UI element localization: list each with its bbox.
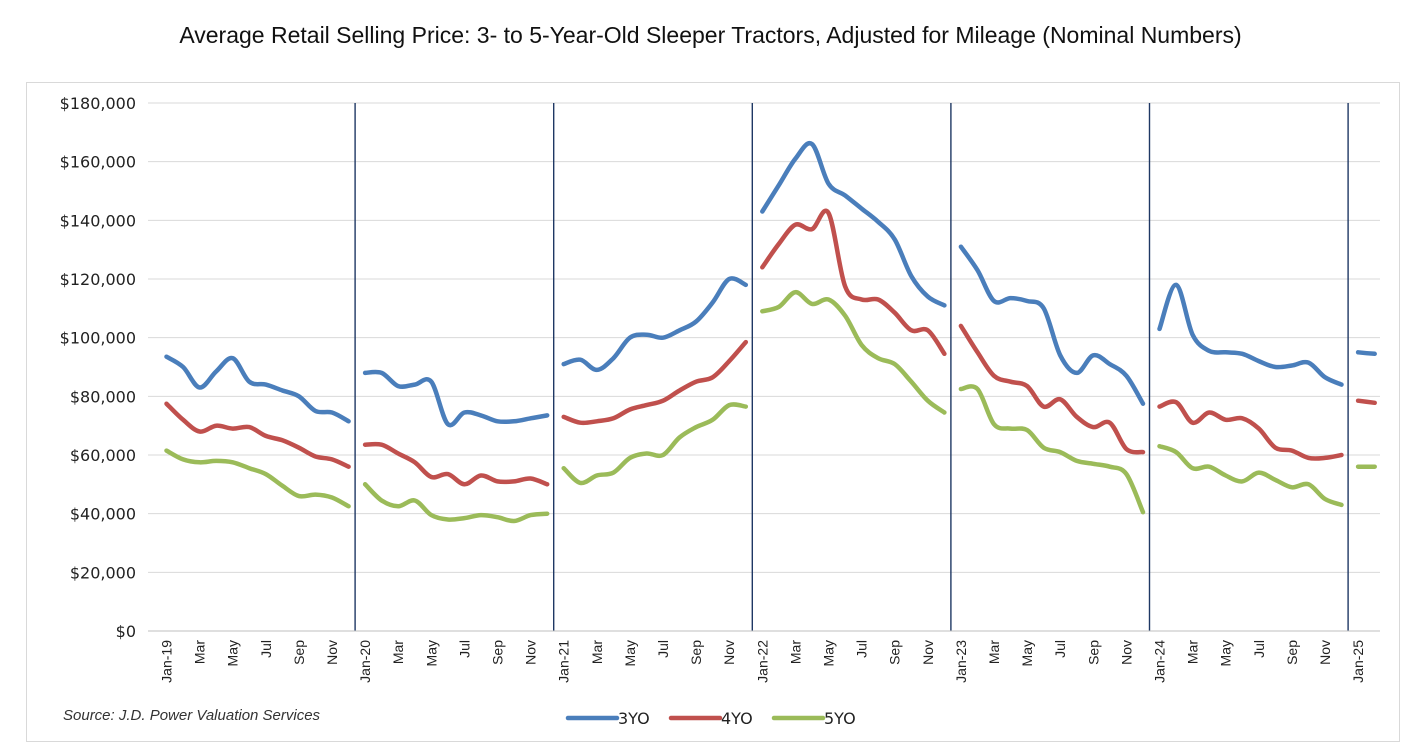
legend-label-4yo: 4YO	[721, 709, 753, 728]
chart-frame	[26, 82, 1400, 742]
series-line-4yo	[561, 339, 749, 426]
series-line-4yo	[958, 323, 1146, 455]
series-line-3yo	[1355, 350, 1377, 357]
year-separators	[354, 103, 1349, 631]
series-line-3yo	[164, 354, 351, 424]
x-tick-label: Sep	[490, 640, 506, 665]
x-tick-label: Nov	[523, 640, 539, 665]
x-tick-label: May	[225, 640, 241, 666]
y-tick-label: $60,000	[70, 446, 136, 465]
y-tick-label: $40,000	[70, 505, 136, 524]
x-tick-label: Jan-23	[953, 640, 969, 683]
legend: 3YO 4YO 5YO	[565, 709, 856, 728]
gridlines	[148, 102, 1380, 632]
series-line-4yo	[164, 401, 351, 469]
y-tick-label: $180,000	[60, 94, 136, 113]
x-tick-label: Sep	[291, 640, 307, 665]
x-tick-label: Jul	[1052, 640, 1068, 658]
x-tick-label: Jan-22	[754, 640, 770, 683]
series-line-4yo	[1157, 399, 1344, 461]
series-line-3yo	[1157, 282, 1344, 387]
x-tick-label: Mar	[1185, 640, 1201, 664]
series-line-4yo	[1355, 398, 1377, 406]
x-tick-label: Jan-21	[556, 640, 572, 683]
source-note: Source: J.D. Power Valuation Services	[63, 707, 321, 724]
x-tick-label: Sep	[1085, 640, 1101, 665]
x-tick-label: Mar	[589, 640, 605, 664]
series-line-4yo	[362, 441, 550, 487]
legend-label-3yo: 3YO	[618, 709, 650, 728]
y-tick-label: $140,000	[60, 211, 136, 230]
legend-label-5yo: 5YO	[824, 709, 856, 728]
series-line-5yo	[164, 448, 351, 509]
x-tick-label: May	[1218, 640, 1234, 666]
series-lines	[164, 141, 1377, 524]
series-line-3yo	[958, 244, 1146, 406]
y-axis-ticks: $0 $20,000 $40,000 $60,000 $80,000 $100,000 $1…	[60, 94, 136, 641]
x-tick-label: Nov	[920, 640, 936, 665]
x-tick-label: Mar	[787, 640, 803, 664]
x-tick-label: May	[423, 640, 439, 666]
x-tick-label: May	[821, 640, 837, 666]
x-tick-label: Mar	[390, 640, 406, 664]
y-tick-label: $120,000	[60, 270, 136, 289]
x-tick-label: Nov	[721, 640, 737, 665]
series-line-5yo	[362, 482, 550, 524]
x-axis-ticks: Jan-19 Mar May Jul Sep Nov Jan-20 Mar May Jul Sep N…	[159, 640, 1367, 683]
x-tick-label: Mar	[986, 640, 1002, 664]
x-tick-label: Mar	[192, 640, 208, 664]
series-line-5yo	[958, 384, 1146, 515]
series-line-3yo	[760, 141, 947, 308]
x-tick-label: Jan-19	[159, 640, 175, 683]
series-line-4yo	[760, 208, 947, 357]
y-tick-label: $0	[116, 622, 136, 641]
x-tick-label: Jan-20	[357, 640, 373, 683]
x-tick-label: Nov	[324, 640, 340, 665]
x-tick-label: Jan-24	[1152, 640, 1168, 683]
x-tick-label: Jul	[456, 640, 472, 658]
x-tick-label: Jul	[854, 640, 870, 658]
y-tick-label: $160,000	[60, 153, 136, 172]
x-tick-label: Sep	[688, 640, 704, 665]
y-tick-label: $20,000	[70, 563, 136, 582]
series-line-3yo	[362, 369, 550, 428]
series-line-5yo	[561, 402, 749, 486]
x-tick-label: May	[1019, 640, 1035, 666]
x-tick-label: Nov	[1118, 640, 1134, 665]
series-line-3yo	[561, 276, 749, 373]
x-tick-label: Jul	[1251, 640, 1267, 658]
x-tick-label: Nov	[1317, 640, 1333, 665]
x-tick-label: Jan-25	[1350, 640, 1366, 683]
y-tick-label: $100,000	[60, 329, 136, 348]
series-line-5yo	[1157, 443, 1344, 508]
x-tick-label: Jul	[258, 640, 274, 658]
y-tick-label: $80,000	[70, 387, 136, 406]
x-tick-label: Jul	[655, 640, 671, 658]
x-tick-label: Sep	[1284, 640, 1300, 665]
x-tick-label: Sep	[887, 640, 903, 665]
series-line-5yo	[760, 289, 947, 415]
x-tick-label: May	[622, 640, 638, 666]
chart-title: Average Retail Selling Price: 3- to 5-Ye…	[179, 22, 1242, 48]
